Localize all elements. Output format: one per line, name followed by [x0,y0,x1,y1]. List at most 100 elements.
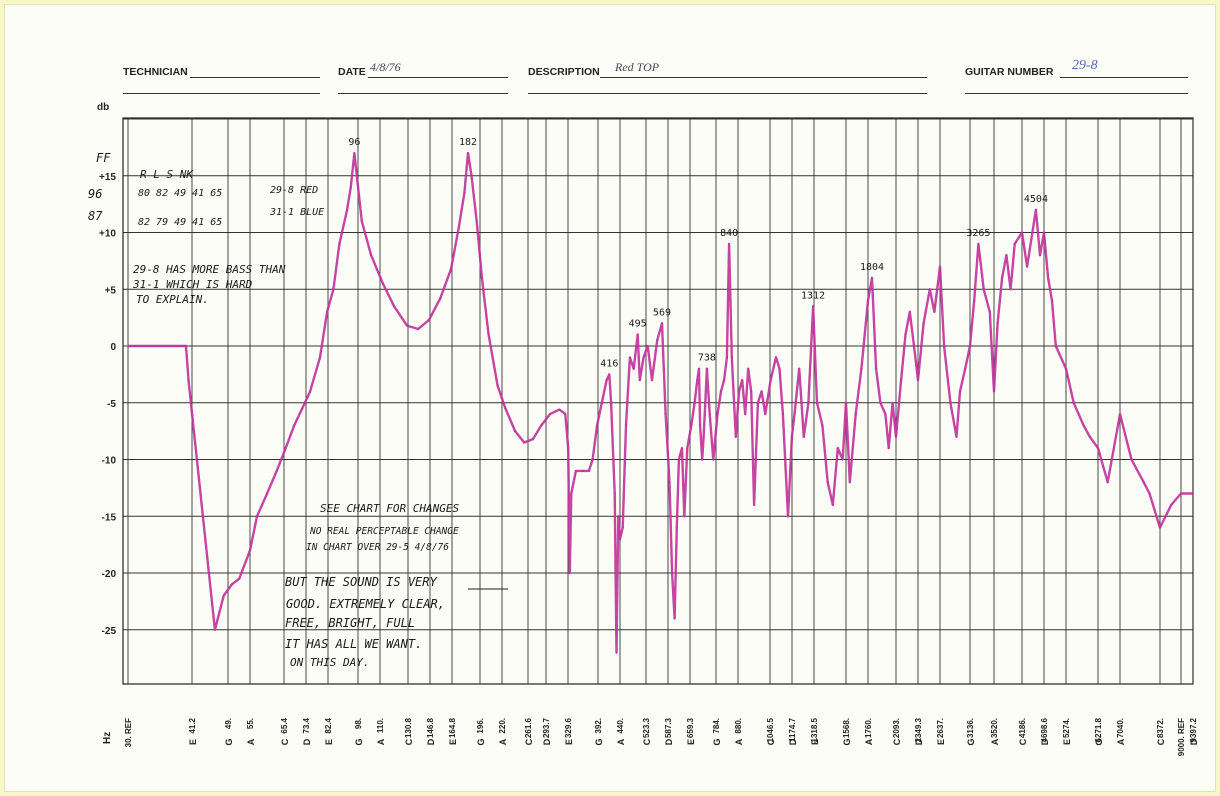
data-point [702,435,705,438]
data-point [1065,367,1067,370]
data-point [955,435,958,438]
x-tick-note: E [686,739,696,745]
x-tick-note: G [712,738,722,745]
row2-values: 82 79 49 41 65 [138,217,222,228]
data-point [355,169,358,172]
peak-labels: 96 182 416 495 569 738 840 1312 1804 3265 4504 [348,137,1048,369]
data-point [1159,526,1161,529]
data-point [558,408,561,411]
data-point [982,288,985,291]
x-tick-label: 98. [354,718,363,729]
data-point [775,356,777,359]
x-tick-label: 220. [498,718,507,734]
data-point [738,390,740,393]
data-point [256,515,258,518]
x-tick-note: E [324,739,334,745]
peak-label: 495 [629,319,647,330]
x-tick-label: 4186. [1018,718,1027,738]
x-tick-note: D [302,738,312,745]
data-point [802,435,805,438]
data-point [1005,254,1008,257]
data-point [632,367,635,370]
data-point [860,367,863,370]
note1-line3: TO EXPLAIN. [136,293,209,306]
data-point [928,288,931,291]
x-tick-label: 2093. [892,718,901,738]
data-point [467,152,469,155]
data-point [741,379,744,381]
data-point [222,594,225,597]
data-point [293,424,296,427]
data-point [764,413,767,415]
data-point [1130,458,1133,461]
data-point [760,390,763,393]
y-tick-label: -10 [102,456,117,467]
data-point [753,504,755,506]
y-tick-label: +15 [99,172,116,183]
data-point [610,401,612,404]
note3-line4: IT HAS ALL WE WANT. [285,637,422,651]
x-tick-label: 1318.5 [810,717,819,742]
x-tick-label: 6271.8 [1094,717,1103,742]
data-point [523,441,526,444]
data-point [706,367,708,370]
data-point [699,424,701,427]
data-point [854,413,857,415]
data-point [326,311,328,313]
description-value: Red TOP [615,60,660,74]
data-point [353,152,356,155]
data-point [187,379,190,381]
data-point [570,492,573,495]
data-point [723,379,725,381]
x-tick-label: 1174.7 [788,717,797,742]
data-point [1082,424,1085,427]
note3-line3: FREE, BRIGHT, FULL [285,616,415,630]
data-point [720,390,722,393]
data-point [504,407,507,410]
data-point [591,458,594,461]
data-point [977,243,980,245]
y-tick-label: -25 [102,626,117,637]
response-curve [127,151,1194,654]
data-point [588,470,590,472]
data-point [230,583,233,586]
x-tick-label: 523.3 [642,717,651,738]
data-point [656,339,659,342]
data-point [900,379,902,381]
y-tick-label: -5 [107,399,116,410]
data-point [693,401,696,404]
data-point [575,470,577,472]
data-point [726,356,728,359]
date-label: DATE [338,66,366,78]
peak-label: 96 [348,137,360,148]
data-point [1097,447,1099,449]
peak-label: 738 [698,353,716,364]
date-rule-2 [338,93,508,94]
note3-line5: ON THIS DAY. [290,656,369,669]
data-point [621,526,624,529]
data-point [681,447,683,449]
data-point [875,367,877,370]
x-tick-label: 392. [594,718,603,734]
data-point [917,379,919,381]
y-axis-ticks: +15 +10 +5 0 -5 -10 -15 -20 -25 [99,172,116,637]
data-point [730,356,733,359]
y-tick-label: 0 [110,342,116,353]
x-tick-note: D [1189,738,1199,745]
guitar-number-rule [1060,77,1188,78]
data-point [332,288,335,291]
data-point [567,447,570,449]
data-point [1001,277,1003,279]
peak-label: 840 [720,228,738,239]
x-tick-note: E [564,739,574,745]
data-point [636,333,639,336]
ff-87: 87 [88,209,103,223]
data-point [782,413,784,415]
data-point [629,356,631,359]
x-axis-ticks: 30. REF 41.2E49.G55.A65.4C73.4D82.4E98.G1… [124,717,1199,756]
data-point [1170,504,1173,506]
technician-rule-2 [123,93,320,94]
data-point [619,538,621,540]
data-point [816,401,818,404]
x-tick-label: 41.2 [188,717,197,733]
